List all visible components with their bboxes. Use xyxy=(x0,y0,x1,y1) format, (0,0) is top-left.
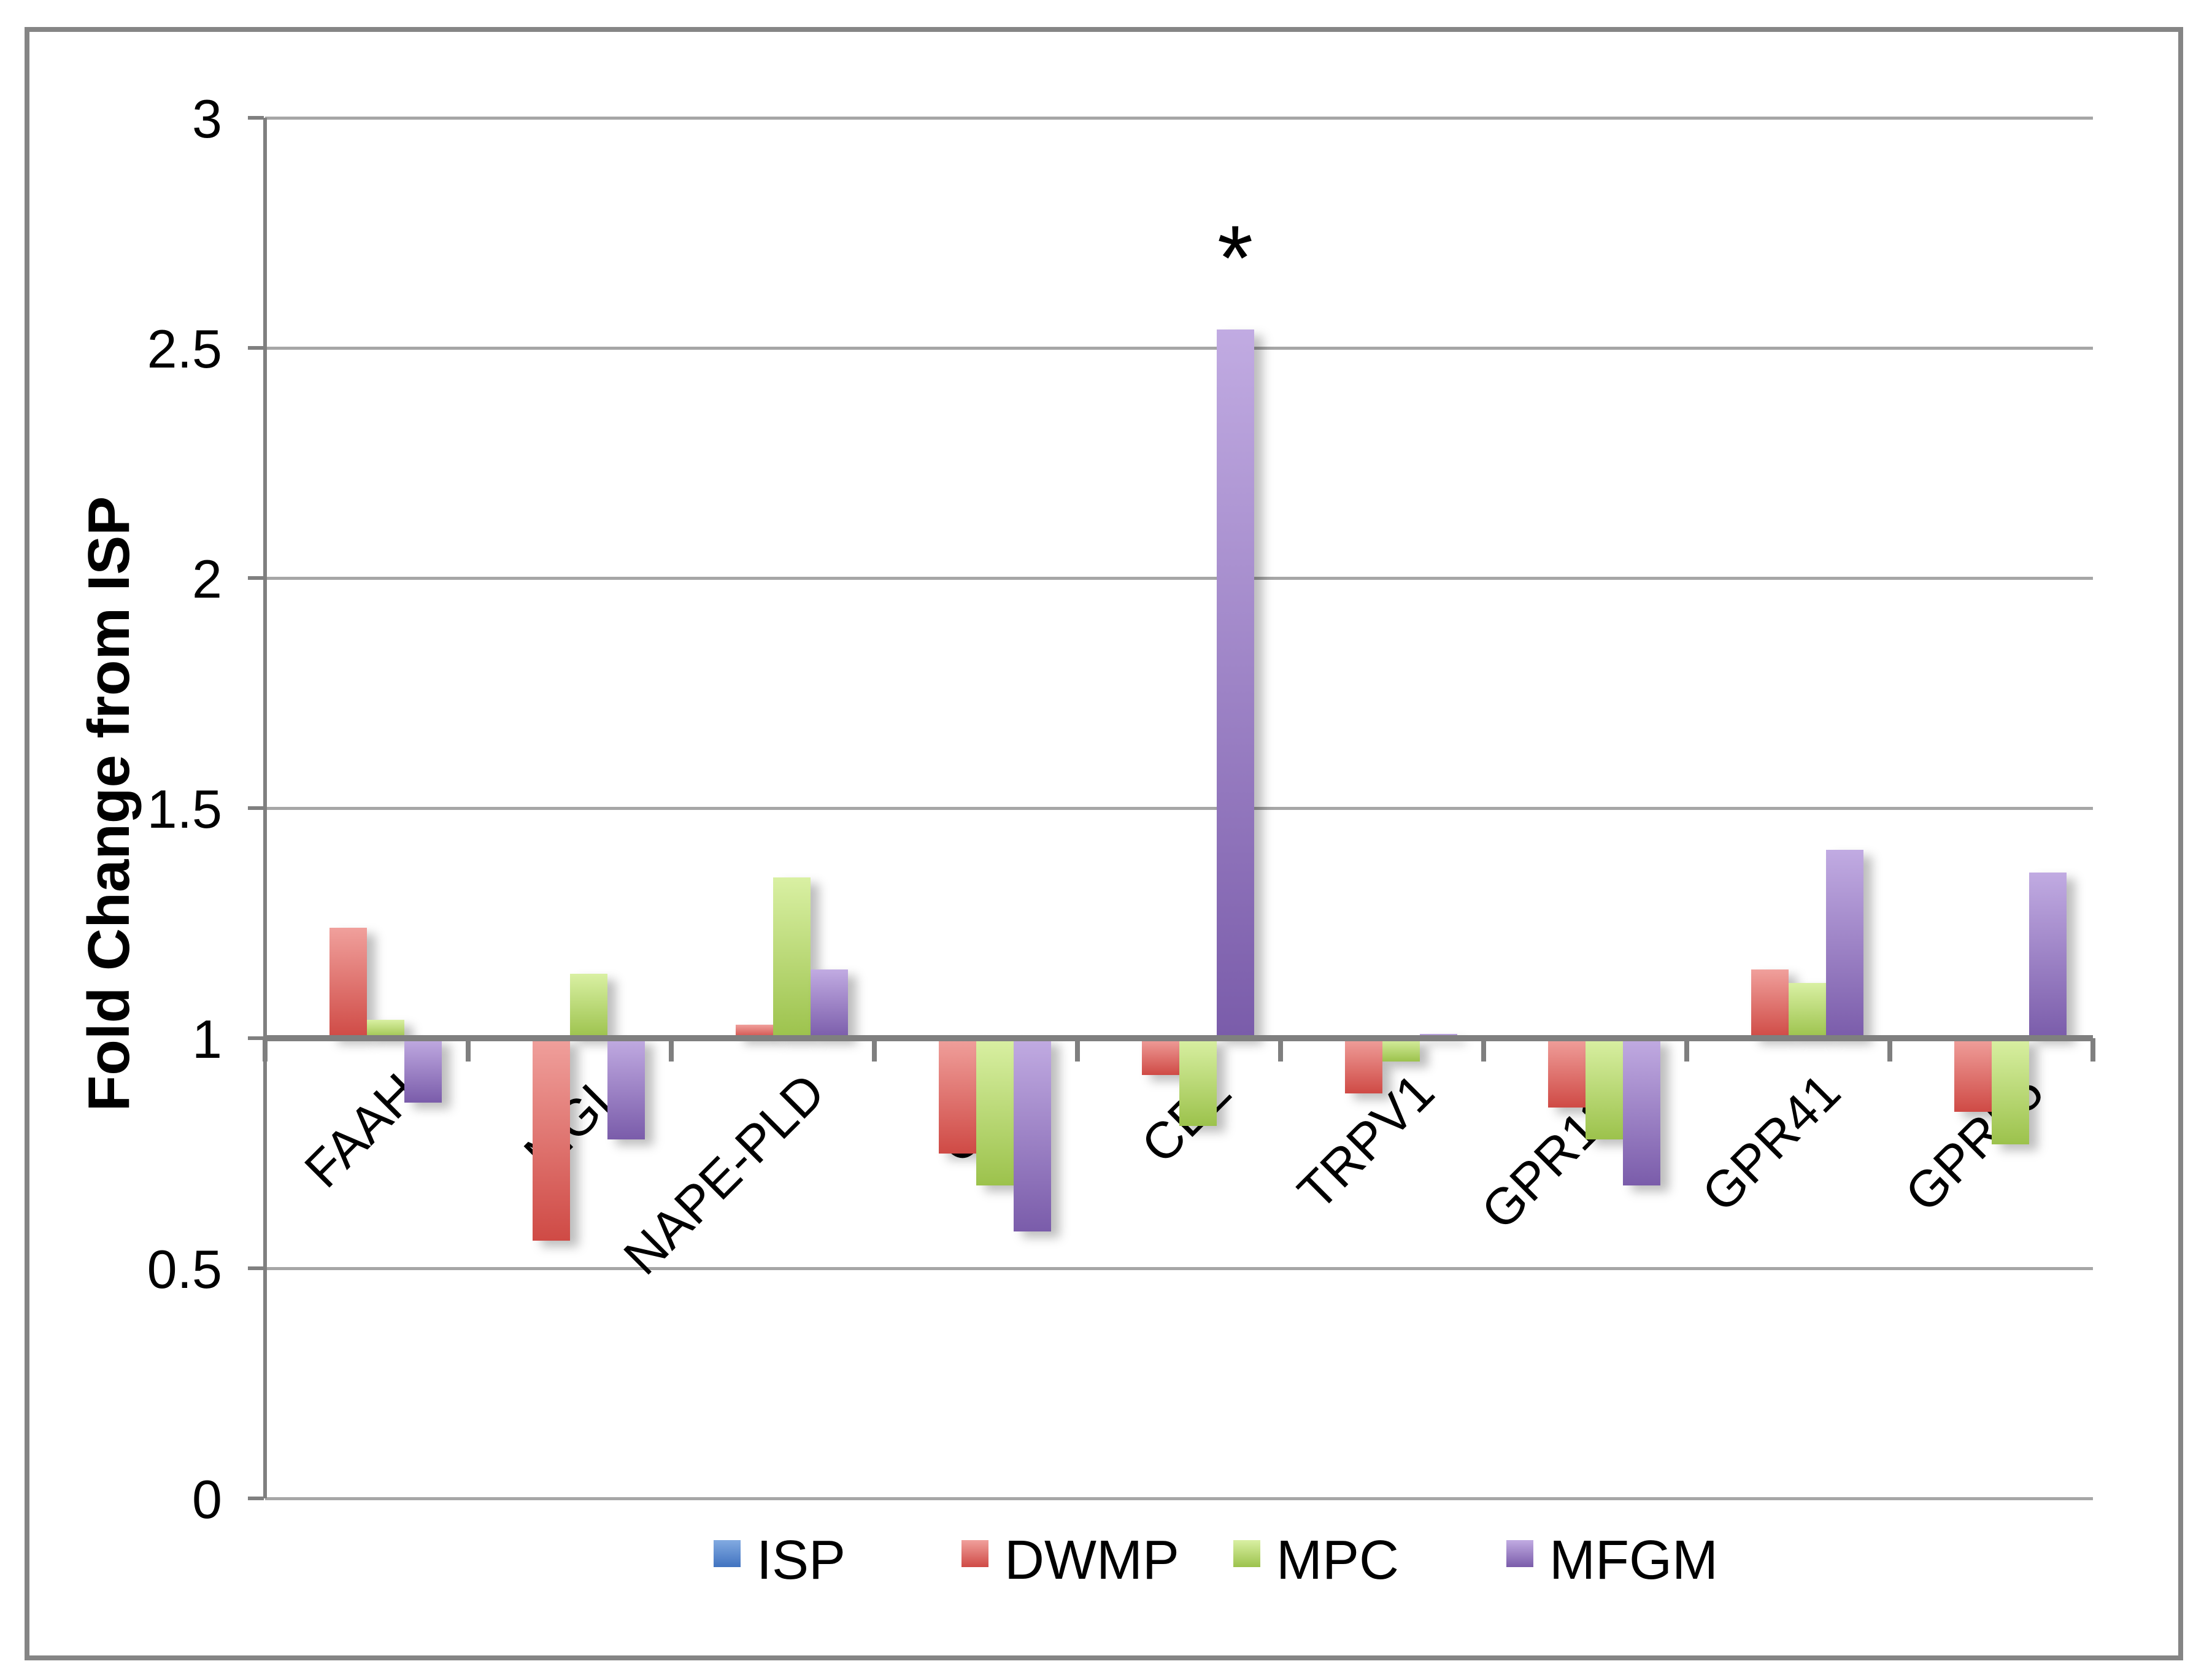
y-axis-tick xyxy=(248,576,264,580)
bar-DWMP-NAPE-PLD xyxy=(735,1024,773,1038)
y-axis-tick xyxy=(248,1266,264,1270)
legend-item-ISP: ISP xyxy=(714,1533,846,1588)
bar-DWMP-MGL xyxy=(532,1038,570,1241)
gridline-2 xyxy=(265,577,2093,580)
legend-label-ISP: ISP xyxy=(757,1530,846,1591)
y-tick-label-1.5: 1.5 xyxy=(147,779,222,839)
x-axis-tick xyxy=(263,1038,268,1062)
gridline-1.5 xyxy=(265,807,2093,810)
x-axis-tick xyxy=(872,1038,877,1062)
legend-swatch-MPC xyxy=(1233,1540,1260,1567)
bar-MPC-NAPE-PLD xyxy=(773,877,811,1038)
gridline-0 xyxy=(265,1497,2093,1500)
bar-DWMP-GPR41 xyxy=(1751,969,1789,1038)
bar-MPC-GPR119 xyxy=(1585,1038,1623,1139)
y-axis-tick xyxy=(248,346,264,350)
bar-MPC-CB1 xyxy=(976,1038,1014,1185)
legend-swatch-ISP xyxy=(714,1540,741,1567)
bar-DWMP-TRPV1 xyxy=(1344,1038,1382,1093)
y-axis-tick xyxy=(248,116,264,120)
bar-MFGM-GPR55 xyxy=(2029,873,2067,1038)
gridline-2.5 xyxy=(265,347,2093,350)
x-axis-tick xyxy=(669,1038,674,1062)
x-axis-tick xyxy=(1887,1038,1892,1062)
x-axis-tick xyxy=(1481,1038,1486,1062)
y-tick-label-1: 1 xyxy=(192,1009,222,1069)
y-tick-label-3: 3 xyxy=(192,88,222,149)
gridline-3 xyxy=(265,117,2093,120)
legend-label-MFGM: MFGM xyxy=(1549,1530,1718,1591)
legend-label-DWMP: DWMP xyxy=(1004,1530,1179,1591)
y-tick-label-0.5: 0.5 xyxy=(147,1239,222,1300)
bar-MFGM-CB2 xyxy=(1216,329,1254,1038)
bar-DWMP-CB2 xyxy=(1141,1038,1179,1075)
legend-item-DWMP: DWMP xyxy=(961,1533,1179,1588)
bar-MFGM-MGL xyxy=(607,1038,645,1139)
x-axis-tick xyxy=(1278,1038,1283,1062)
y-tick-label-2: 2 xyxy=(192,549,222,609)
bar-DWMP-FAAH xyxy=(329,928,367,1038)
y-axis-tick xyxy=(248,1036,264,1040)
y-axis-tick xyxy=(248,806,264,810)
bar-MPC-GPR41 xyxy=(1788,983,1826,1038)
bar-MFGM-CB1 xyxy=(1013,1038,1051,1231)
bar-DWMP-GPR119 xyxy=(1547,1038,1586,1108)
x-axis-tick xyxy=(2090,1038,2095,1062)
y-tick-label-0: 0 xyxy=(192,1469,222,1530)
legend-item-MFGM: MFGM xyxy=(1506,1533,1718,1588)
figure-border xyxy=(25,27,2183,1660)
legend-label-MPC: MPC xyxy=(1276,1530,1399,1591)
bar-DWMP-CB1 xyxy=(938,1038,976,1154)
x-axis-tick xyxy=(466,1038,471,1062)
bar-MFGM-GPR41 xyxy=(1825,849,1863,1038)
bar-MFGM-FAAH xyxy=(404,1038,442,1103)
bar-MPC-MGL xyxy=(569,974,607,1038)
y-axis-tick xyxy=(248,1497,264,1500)
bar-MPC-TRPV1 xyxy=(1382,1038,1420,1062)
significance-asterisk: * xyxy=(1217,206,1254,309)
gridline-0.5 xyxy=(265,1267,2093,1270)
legend: ISP DWMP MPC MFGM xyxy=(0,1533,2204,1631)
legend-item-MPC: MPC xyxy=(1233,1533,1399,1588)
bar-MFGM-NAPE-PLD xyxy=(810,969,848,1038)
legend-swatch-DWMP xyxy=(961,1540,988,1567)
bar-MPC-GPR55 xyxy=(1991,1038,2029,1144)
x-axis-baseline xyxy=(265,1035,2093,1041)
y-tick-label-2.5: 2.5 xyxy=(147,318,222,379)
y-axis-line xyxy=(263,118,267,1498)
bar-DWMP-GPR55 xyxy=(1954,1038,1992,1112)
x-axis-tick xyxy=(1075,1038,1080,1062)
bar-MPC-CB2 xyxy=(1179,1038,1217,1126)
bar-MFGM-GPR119 xyxy=(1622,1038,1660,1185)
x-axis-tick xyxy=(1684,1038,1689,1062)
legend-swatch-MFGM xyxy=(1506,1540,1533,1567)
